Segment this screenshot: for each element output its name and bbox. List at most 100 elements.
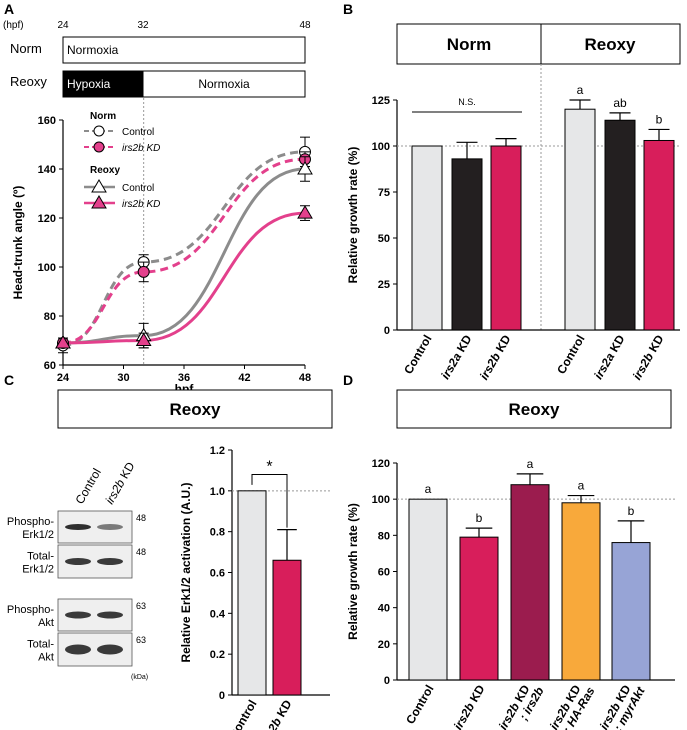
y-tick-label: 60 [378,567,390,579]
data-point [135,332,152,346]
bar [459,536,499,681]
y-axis-label: Relative growth rate (%) [346,147,360,284]
y-tick-label: 1.2 [210,445,225,457]
legend-a-marker-norm-irs2b [93,141,105,153]
significance-letter: b [476,511,483,525]
legend-a-marker-norm-control [93,125,105,137]
kda-unit: (kDa) [131,674,148,681]
panel-letter-a: A [4,1,14,17]
timeline-reoxy-normoxia-box [142,70,306,98]
ns-label: N.S. [458,97,476,107]
legend-a-marker-reoxy-control [91,179,107,193]
y-tick-label: 40 [378,603,390,615]
x-tick-label: irs2b KD [477,332,514,382]
blot-row-label: Erk1/2 [22,529,54,541]
blot-row-label: Total- [27,639,54,651]
legend-a: Norm Control irs2b KD Reoxy Control irs2… [84,111,160,210]
legend-a-reoxy-title: Reoxy [90,165,120,176]
y-tick-label: 0.8 [210,527,225,539]
kda-marker: 48 [136,513,146,523]
x-tick-label: Control [554,333,587,377]
y-tick-label: 80 [44,311,56,323]
chart-d: 0 20 40 60 80 100 120 Relative growth rate (%) a… [346,457,675,730]
x-tick-label: 42 [238,372,250,384]
y-tick-label: 0.6 [210,568,225,580]
y-tick-label: 160 [38,115,56,127]
panel-letter-c: C [4,372,14,388]
bar [237,490,267,696]
timeline-hypoxia-box [62,70,144,98]
y-tick-label: 100 [372,141,390,153]
panel-letter-d: D [343,372,353,388]
blot-band [65,611,91,619]
significance-letter: b [628,504,635,518]
y-tick-label: 20 [378,639,390,651]
kda-marker: 63 [136,635,146,645]
blot-band [97,644,123,655]
significance-bracket [251,474,288,528]
y-tick-label: 0.2 [210,649,225,661]
bar [451,158,483,331]
bar [272,559,302,696]
bar [564,108,596,331]
x-tick-label: irs2a KD [438,332,475,381]
y-tick-label: 50 [378,233,390,245]
blot-row-label: Phospho- [7,516,54,528]
y-tick-label: 0 [219,690,225,702]
data-point [137,265,150,278]
bar [611,542,651,681]
legend-a-norm-title: Norm [90,111,116,122]
y-tick-label: 125 [372,95,390,107]
x-tick-label: irs2b KD [258,697,295,730]
y-axis-label: Relative growth rate (%) [346,503,360,640]
y-tick-label: 75 [378,187,390,199]
bar [510,484,550,681]
blot-row-label: Total- [27,551,54,563]
y-tick-label: 100 [372,494,390,506]
x-tick-label: Control [226,698,259,730]
legend-a-label-norm-control: Control [122,127,154,138]
timeline-reoxy-normoxia-text: Normoxia [198,77,250,91]
series-line-3 [62,211,306,345]
data-point [297,205,313,219]
panel-c-header: Reoxy [57,389,333,429]
x-tick-label: 48 [299,372,311,384]
blot-row-label: Erk1/2 [22,564,54,576]
blot-row-label: Akt [38,617,54,629]
timeline-norm-box-text: Normoxia [67,43,119,57]
header-c-box [57,389,333,429]
y-tick-label: 80 [378,530,390,542]
kda-marker: 48 [136,547,146,557]
blot-row-label: Akt [38,652,54,664]
timeline-tick-24: 24 [57,20,69,31]
data-point [55,334,71,349]
series-line-1 [62,157,306,345]
blot-band [97,611,123,619]
lane-label: Control [72,466,103,507]
y-tick-label: 1.0 [210,486,225,498]
x-tick-label: irs2a KD [591,332,628,381]
series-line-2 [62,167,306,345]
significance-star: * [266,459,272,476]
header-c-text: Reoxy [169,400,221,419]
chart-b: 0 25 50 75 100 125 Relative growth rate (%) N.S… [346,64,680,382]
panel-b-header: Norm Reoxy [396,23,681,65]
timeline-norm-label: Norm [10,41,42,56]
panel-d-header: Reoxy [396,389,672,429]
blot-band [65,524,91,530]
y-axis-label: Relative Erk1/2 activation (A.U.) [179,482,193,662]
y-tick-label: 0 [384,325,390,337]
header-d-box [396,389,672,429]
y-tick-label: 120 [372,458,390,470]
y-tick-label: 100 [38,262,56,274]
header-b-box [396,23,681,65]
blot-row-label: Phospho- [7,604,54,616]
timeline-hpf-label: (hpf) [3,20,24,31]
x-tick-label: 36 [178,372,190,384]
timeline: (hpf) 24 32 48 Norm Normoxia Reoxy Hypox… [3,20,311,98]
lane-label: irs2b KD [102,459,137,506]
timeline-reoxy-label: Reoxy [10,74,47,89]
blot-band [97,558,123,565]
